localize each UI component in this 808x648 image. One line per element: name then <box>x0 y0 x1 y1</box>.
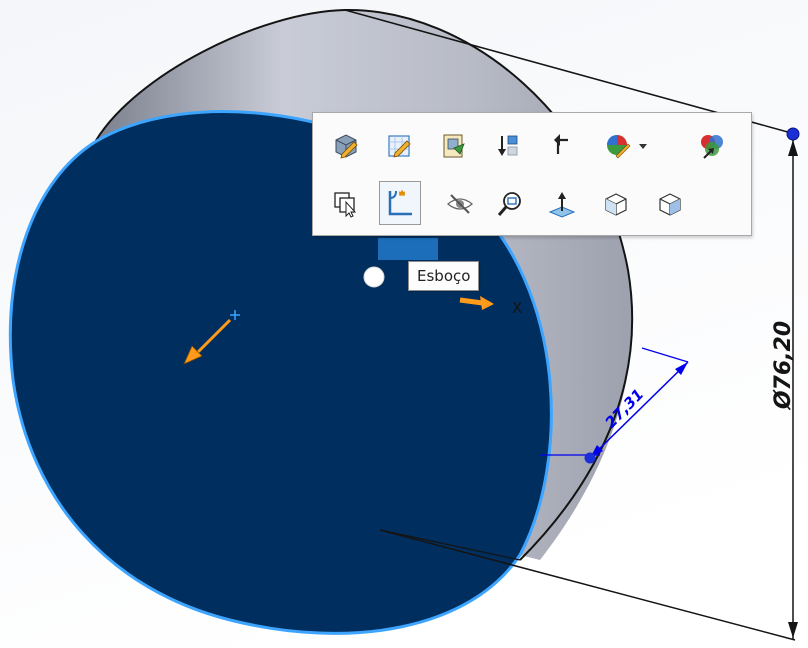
select-other-icon <box>334 192 357 218</box>
triad-x-label: X <box>512 299 522 317</box>
rollback-button[interactable] <box>489 127 525 163</box>
select-other-button[interactable] <box>327 185 363 221</box>
isometric-view-icon <box>605 193 627 216</box>
hide-button[interactable] <box>441 185 477 221</box>
sketch-tooltip: Esboço <box>408 261 480 291</box>
diameter-dimension[interactable]: Ø76,20 <box>344 9 800 641</box>
normal-to-button[interactable] <box>543 185 579 221</box>
sketch-button[interactable] <box>379 181 421 225</box>
diameter-dimension-label[interactable]: Ø76,20 <box>771 321 796 411</box>
hide-icon <box>446 194 474 214</box>
parent-child-button[interactable] <box>543 127 579 163</box>
leader-line <box>379 529 521 561</box>
copy-appearance-icon <box>701 135 723 159</box>
origin-marker <box>230 310 240 320</box>
rollback-icon <box>498 135 518 156</box>
edit-sketch-icon <box>388 135 411 158</box>
context-toolbar <box>312 112 752 236</box>
appearance-dropdown-icon <box>639 144 647 149</box>
view-orientation-icon <box>659 193 681 216</box>
edit-part-icon <box>443 134 465 158</box>
copy-appearance-button[interactable] <box>693 127 729 163</box>
appearance-button[interactable] <box>599 127 635 163</box>
edit-feature-button[interactable] <box>327 127 363 163</box>
view-triad[interactable]: X <box>363 238 522 317</box>
isometric-view-button[interactable] <box>597 185 633 221</box>
parent-child-icon <box>554 134 568 154</box>
sketch-icon <box>388 189 412 216</box>
view-orientation-button[interactable] <box>651 185 687 221</box>
appearance-dropdown-button[interactable] <box>631 127 653 163</box>
normal-to-icon <box>548 192 576 218</box>
edit-part-button[interactable] <box>435 127 471 163</box>
zoom-to-selection-button[interactable] <box>491 185 527 221</box>
edit-sketch-button[interactable] <box>381 127 417 163</box>
edit-feature-icon <box>335 134 358 159</box>
zoom-to-selection-icon <box>497 192 521 216</box>
face-normal-arrow <box>183 318 232 365</box>
appearance-icon <box>607 135 631 159</box>
